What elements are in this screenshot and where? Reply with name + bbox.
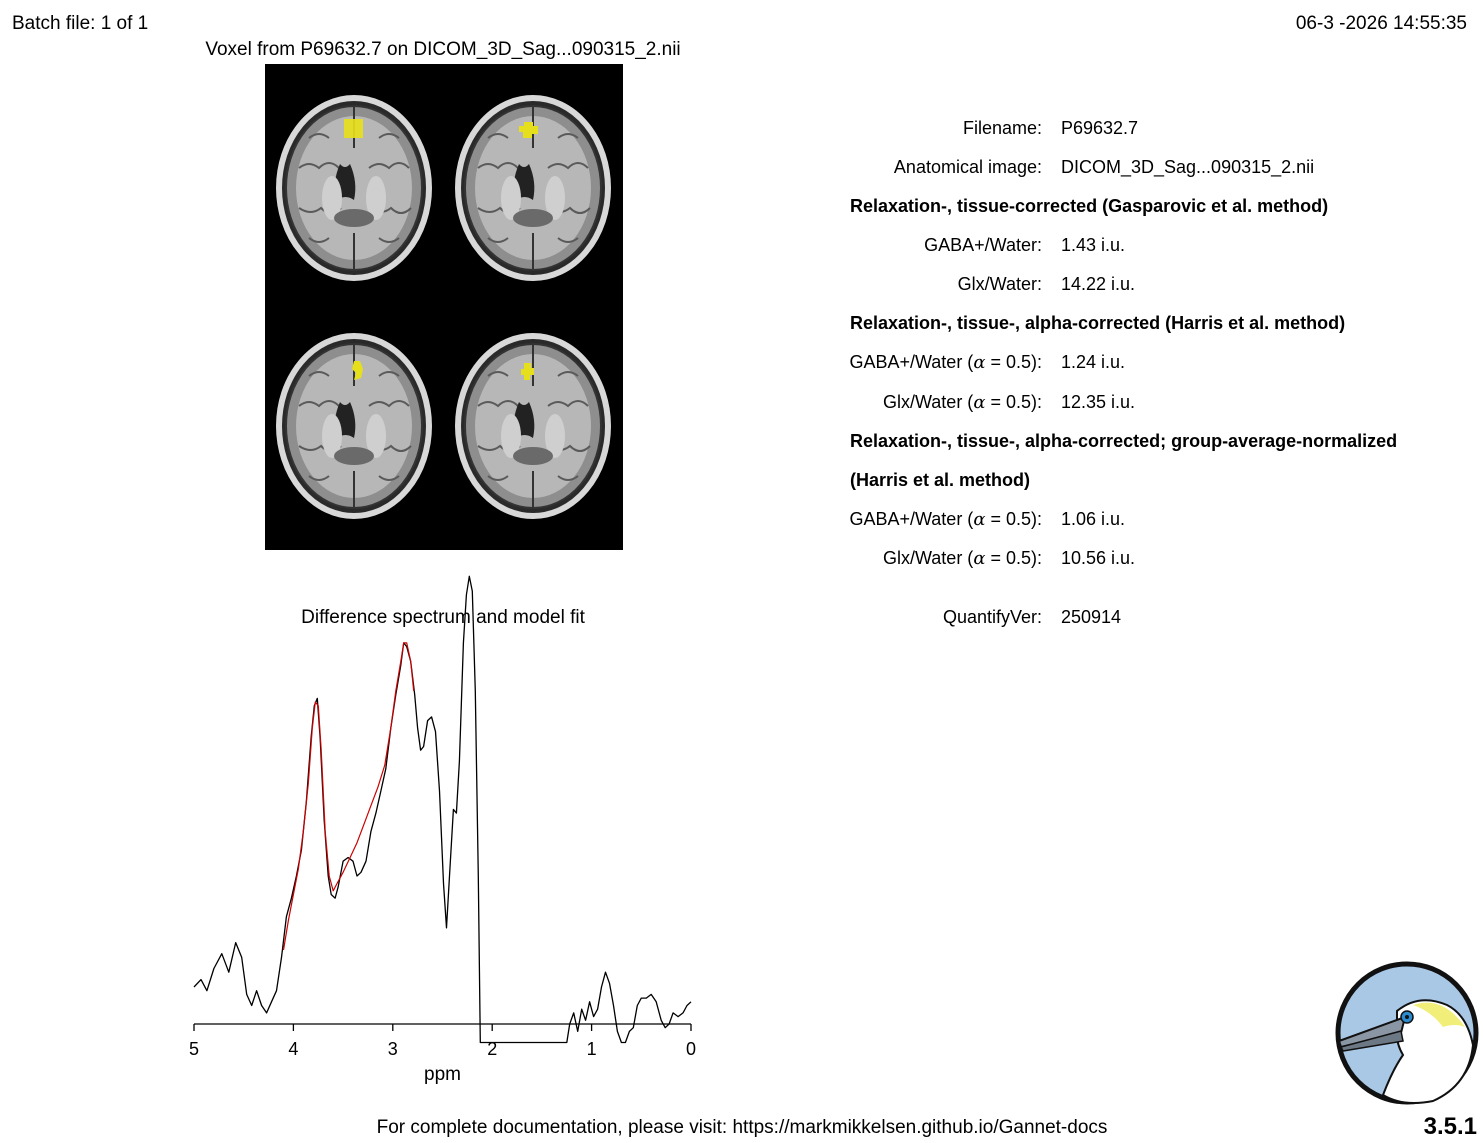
- glx-water-alpha-label: Glx/Water (α = 0.5):: [882, 392, 1042, 413]
- timestamp: 06-3 -2026 14:55:35: [1295, 13, 1467, 34]
- gannet-logo: [1335, 961, 1479, 1105]
- quantify-version-value: 250914: [1061, 607, 1122, 627]
- voxel-panel-title: Voxel from P69632.7 on DICOM_3D_Sag...09…: [205, 39, 681, 60]
- gaba-water-alpha-value: 1.24 i.u.: [1061, 352, 1126, 372]
- version-label: 3.5.1: [1423, 1113, 1477, 1140]
- x-tick-label: 1: [587, 1039, 597, 1059]
- spectrum-series: [193, 575, 692, 1044]
- x-tick-label: 2: [487, 1039, 497, 1059]
- glx-water-label: Glx/Water:: [957, 274, 1042, 294]
- glx-water-row-3: Glx/Water (α = 0.5): 10.56 i.u.: [800, 548, 1460, 574]
- gaba-water-row-1: GABA+/Water: 1.43 i.u.: [800, 235, 1460, 261]
- glx-water-row-1: Glx/Water: 14.22 i.u.: [800, 274, 1460, 300]
- voxel-overlay-mark: [521, 363, 534, 380]
- x-ticks: 5 4 3 2 1 0: [189, 1024, 696, 1059]
- chart-title: Difference spectrum and model fit: [301, 607, 585, 628]
- model-fit-line: [282, 642, 415, 951]
- glx-water-row-2: Glx/Water (α = 0.5): 12.35 i.u.: [800, 392, 1460, 418]
- anatomical-image-row: Anatomical image: DICOM_3D_Sag...090315_…: [800, 157, 1460, 183]
- gaba-water-normalized-value: 1.06 i.u.: [1061, 509, 1126, 529]
- glx-water-normalized-label: Glx/Water (α = 0.5):: [882, 548, 1042, 569]
- glx-water-normalized-value: 10.56 i.u.: [1061, 548, 1136, 568]
- gaba-water-value: 1.43 i.u.: [1061, 235, 1126, 255]
- section-normalized-header: Relaxation-, tissue-, alpha-corrected; g…: [850, 431, 1398, 451]
- filename-row: Filename: P69632.7: [800, 118, 1460, 144]
- quantify-version-label: QuantifyVer:: [942, 607, 1042, 627]
- section-normalized-header-cont: (Harris et al. method): [850, 470, 1031, 490]
- anatomical-image-value: DICOM_3D_Sag...090315_2.nii: [1061, 157, 1315, 177]
- gaba-water-row-2: GABA+/Water (α = 0.5): 1.24 i.u.: [800, 352, 1460, 378]
- quantify-version-row: QuantifyVer: 250914: [800, 607, 1460, 633]
- brain-slices-image: [265, 64, 623, 550]
- x-tick-label: 5: [189, 1039, 199, 1059]
- voxel-overlay-mark: [352, 361, 363, 380]
- anatomical-image-label: Anatomical image:: [893, 157, 1042, 177]
- gaba-water-alpha-label: GABA+/Water (α = 0.5):: [849, 352, 1042, 373]
- gaba-water-label: GABA+/Water:: [924, 235, 1042, 255]
- x-tick-label: 0: [686, 1039, 696, 1059]
- x-tick-label: 4: [288, 1039, 298, 1059]
- batch-file-label: Batch file: 1 of 1: [12, 13, 149, 34]
- difference-spectrum-line: [193, 575, 692, 1044]
- section-harris-header: Relaxation-, tissue-, alpha-corrected (H…: [850, 313, 1346, 333]
- voxel-overlay-image-panel: [265, 64, 623, 550]
- voxel-overlay-mark: [344, 119, 363, 138]
- glx-water-value: 14.22 i.u.: [1061, 274, 1136, 294]
- filename-label: Filename:: [962, 118, 1042, 138]
- gaba-water-normalized-label: GABA+/Water (α = 0.5):: [849, 509, 1042, 530]
- glx-water-alpha-value: 12.35 i.u.: [1061, 392, 1136, 412]
- voxel-overlay-mark: [519, 122, 538, 138]
- section-gasparovic-header: Relaxation-, tissue-corrected (Gasparovi…: [850, 196, 1329, 216]
- x-tick-label: 3: [388, 1039, 398, 1059]
- x-axis-label: ppm: [424, 1064, 461, 1085]
- documentation-link-text: For complete documentation, please visit…: [376, 1117, 1108, 1138]
- filename-value: P69632.7: [1061, 118, 1139, 138]
- gaba-water-row-3: GABA+/Water (α = 0.5): 1.06 i.u.: [800, 509, 1460, 535]
- spectrum-chart: 5 4 3 2 1 0 ppm: [189, 575, 696, 1085]
